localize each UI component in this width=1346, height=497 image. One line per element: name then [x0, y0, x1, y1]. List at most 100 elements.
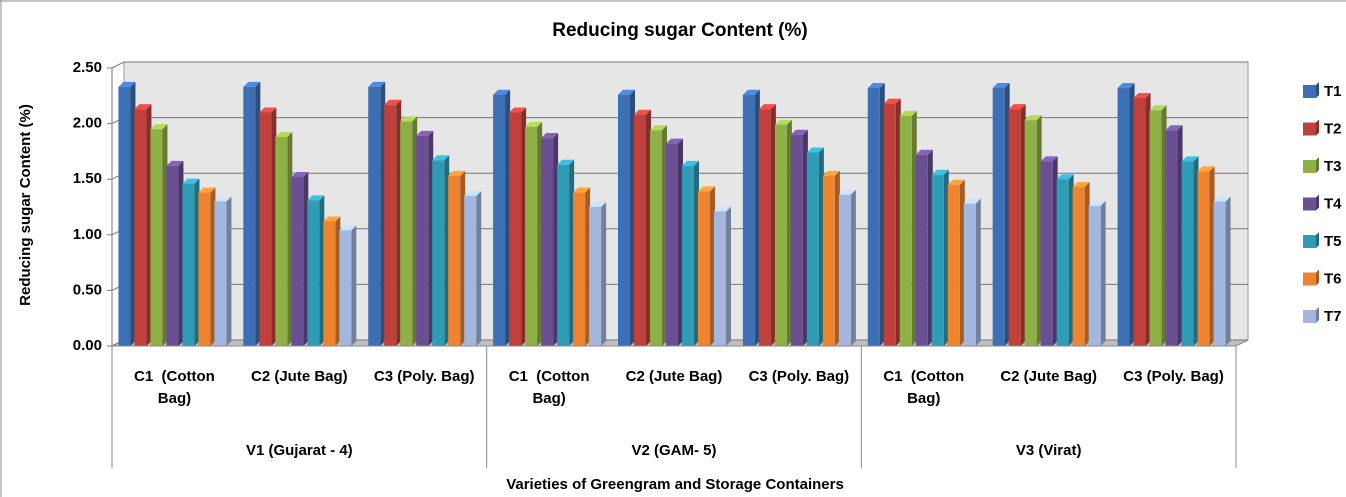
bar-face	[879, 83, 885, 347]
bar-face	[339, 230, 352, 346]
bar-face	[384, 104, 397, 346]
bar-face	[1084, 181, 1090, 346]
bar-face	[698, 191, 710, 346]
bar	[774, 119, 792, 346]
bar	[1165, 125, 1183, 346]
bar-face	[166, 160, 184, 166]
bar-face	[1149, 110, 1162, 346]
bar-face	[416, 130, 434, 136]
bar-face	[1036, 115, 1042, 346]
bar-face	[589, 202, 607, 207]
legend-label: T2	[1324, 120, 1342, 137]
bar-face	[573, 192, 586, 346]
bar-face	[630, 89, 635, 347]
bar-face	[323, 221, 336, 346]
grid-line	[111, 61, 1248, 69]
bar-face	[400, 121, 413, 346]
bar-face	[618, 94, 630, 346]
bar-face	[1165, 130, 1178, 346]
bar	[384, 99, 402, 346]
bar-face	[537, 121, 543, 346]
bar-face	[1197, 171, 1210, 346]
bar	[963, 198, 981, 346]
bar-face	[464, 195, 477, 346]
legend-swatch	[1303, 160, 1316, 173]
bar-face	[822, 175, 835, 346]
bar	[118, 81, 136, 347]
bar	[182, 178, 200, 346]
bar	[1213, 196, 1231, 346]
bar	[915, 149, 933, 346]
bar	[1197, 166, 1215, 346]
bar	[525, 121, 543, 346]
bar	[573, 187, 591, 346]
bar-face	[895, 98, 901, 346]
bar-face	[541, 138, 554, 346]
bar-face	[710, 186, 715, 346]
bar	[1040, 156, 1058, 346]
bar	[275, 131, 293, 346]
bar-face	[307, 200, 320, 346]
bar-face	[585, 187, 591, 346]
x-tick-label: C1 (Cotton Bag)	[134, 368, 220, 407]
legend-swatch	[1303, 235, 1316, 248]
bar	[400, 116, 418, 346]
y-tick-label: 0.00	[73, 337, 102, 354]
bar-face	[911, 110, 917, 346]
bar-face	[150, 124, 168, 130]
bar-face	[444, 155, 450, 346]
bar-face	[589, 207, 602, 346]
bar-face	[1117, 83, 1135, 89]
bar-face	[1197, 166, 1215, 172]
bar-face	[291, 176, 304, 346]
bar-face	[714, 211, 726, 346]
bar	[947, 179, 965, 346]
bar-face	[1161, 105, 1167, 346]
x-tick-label: C3 (Poly. Bag)	[748, 368, 850, 385]
bar-face	[134, 104, 152, 110]
bar-face	[754, 89, 760, 347]
bar-face	[1213, 196, 1231, 202]
bar-face	[432, 160, 445, 346]
bar-face	[963, 198, 981, 204]
bar-face	[162, 124, 168, 346]
bar	[307, 195, 325, 346]
bar-face	[975, 198, 981, 346]
bar	[557, 159, 575, 346]
bar-face	[432, 155, 450, 161]
bar-face	[226, 196, 232, 346]
bar	[243, 81, 261, 347]
bar-face	[943, 169, 949, 346]
bar-face	[1004, 83, 1010, 347]
bar-face	[476, 190, 482, 346]
legend-label: T4	[1324, 195, 1342, 212]
bar-face	[618, 89, 635, 95]
bar-face	[931, 174, 944, 346]
bar	[166, 160, 184, 346]
legend-swatch	[1303, 122, 1316, 136]
bar-face	[1149, 105, 1167, 111]
bar-face	[396, 99, 402, 346]
bar-face	[758, 104, 776, 110]
bar-face	[198, 192, 211, 346]
bar-face	[214, 201, 227, 346]
bar-face	[694, 160, 699, 346]
bar-face	[947, 184, 960, 346]
bar	[323, 216, 341, 346]
x-tick-label: C2 (Jute Bag)	[250, 368, 348, 385]
bar-face	[243, 81, 261, 87]
bar-face	[118, 86, 131, 347]
legend-label: T5	[1324, 233, 1342, 250]
bar-face	[259, 107, 277, 113]
bar-face	[714, 206, 731, 212]
legend-swatch	[1303, 272, 1316, 286]
bar-face	[1072, 186, 1085, 346]
x-tick-label: C1 (Cotton Bag)	[508, 368, 594, 407]
bar-face	[1068, 174, 1074, 346]
bar-face	[178, 160, 184, 346]
bar-face	[838, 189, 856, 195]
bar	[1008, 104, 1026, 346]
legend-swatch-side	[1316, 157, 1319, 173]
bar-face	[1024, 115, 1042, 121]
bar-face	[194, 178, 200, 346]
